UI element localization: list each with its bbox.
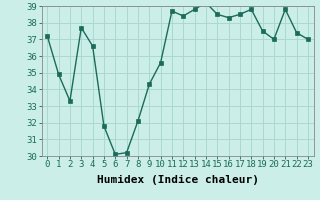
X-axis label: Humidex (Indice chaleur): Humidex (Indice chaleur) xyxy=(97,175,259,185)
